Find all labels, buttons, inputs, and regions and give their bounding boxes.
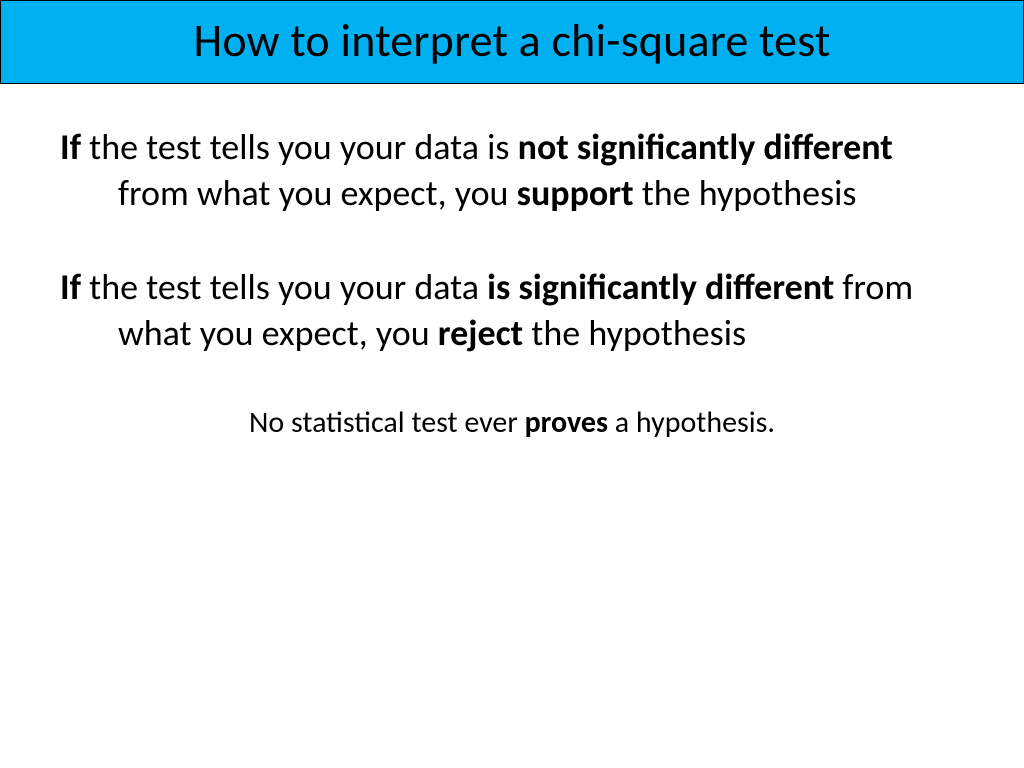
bold-reject: reject — [438, 311, 523, 355]
bold-not-sig: not significantly different — [518, 125, 893, 169]
footnote: No statistical test ever proves a hypoth… — [60, 404, 964, 441]
text-1b: from what you expect, you — [118, 171, 517, 215]
foot-2: a hypothesis. — [608, 404, 775, 441]
content-area: If the test tells you your data is not s… — [0, 84, 1024, 441]
title-bar: How to interpret a chi-square test — [0, 0, 1024, 84]
foot-1: No statistical test ever — [249, 404, 525, 441]
text-2a: the test tells you your data — [81, 265, 487, 309]
bold-support: support — [517, 171, 634, 215]
text-1a: the test tells you your data is — [81, 125, 518, 169]
bold-proves: proves — [525, 404, 608, 441]
paragraph-reject: If the test tells you your data is signi… — [60, 264, 964, 356]
bold-if-1: If — [60, 125, 81, 169]
text-1c: the hypothesis — [634, 171, 857, 215]
slide-title: How to interpret a chi-square test — [1, 13, 1023, 69]
bold-if-2: If — [60, 265, 81, 309]
bold-is-sig: is significantly different — [487, 265, 834, 309]
paragraph-support: If the test tells you your data is not s… — [60, 124, 964, 216]
text-2c: the hypothesis — [523, 311, 746, 355]
